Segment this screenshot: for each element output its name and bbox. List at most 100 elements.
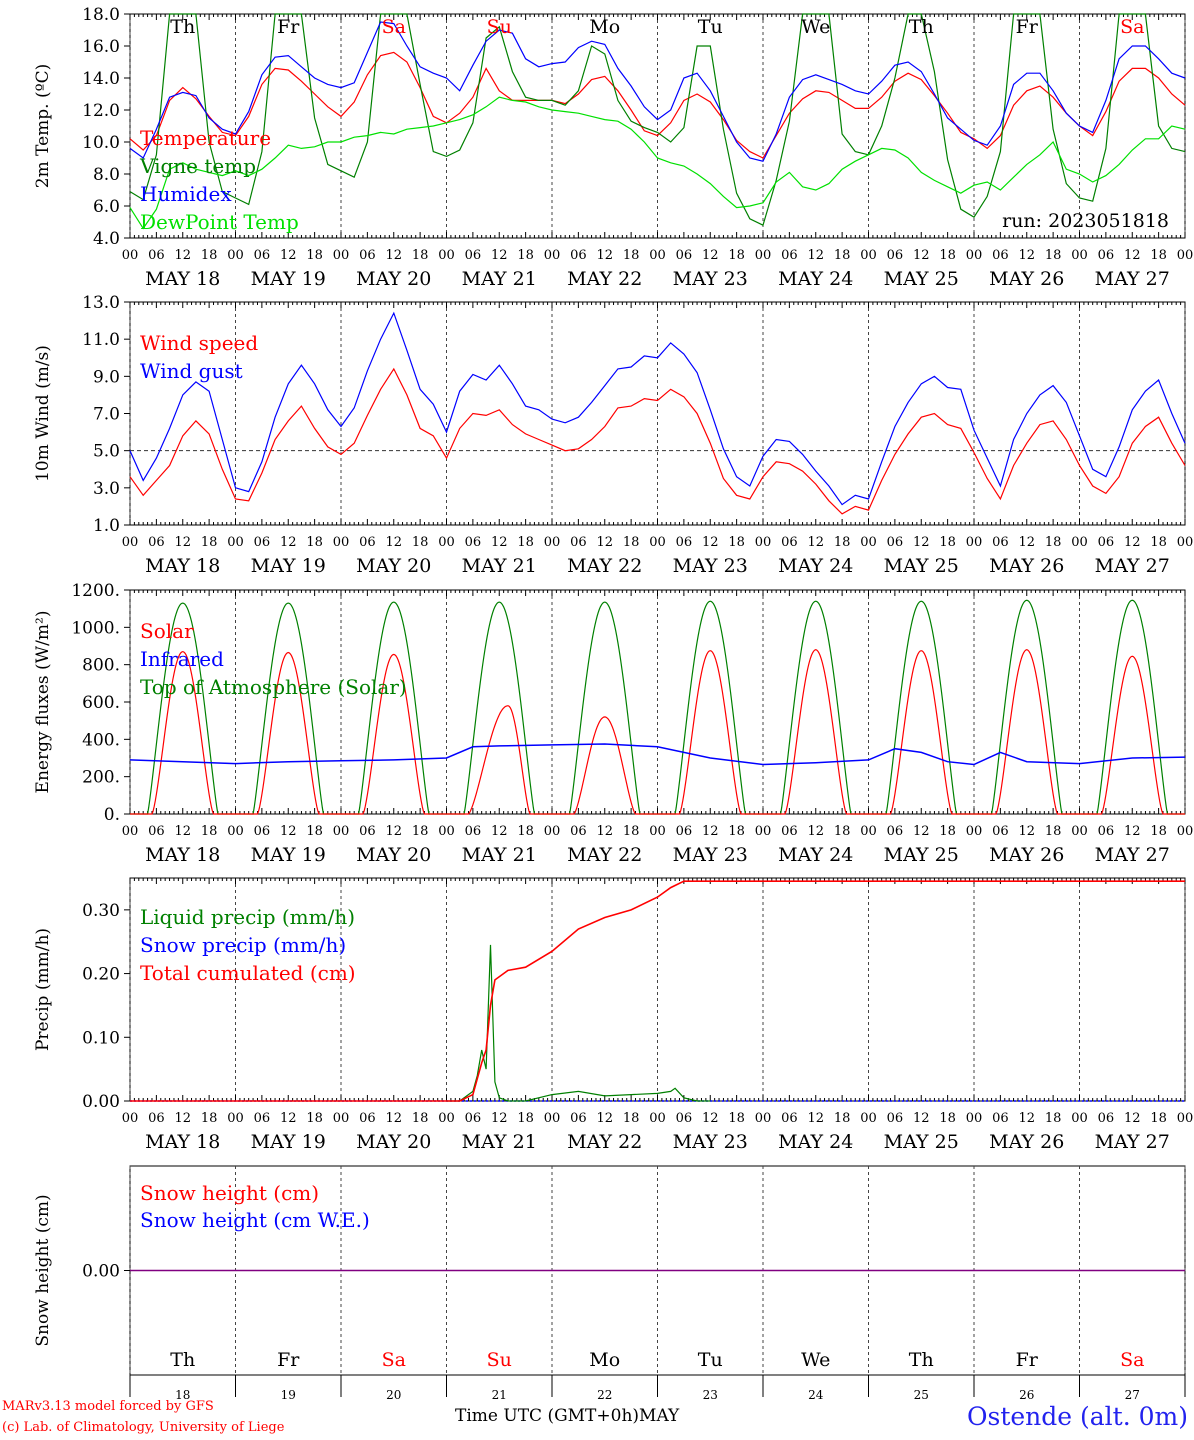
x-date-label: MAY 25 bbox=[884, 844, 959, 866]
x-hour-label: 06 bbox=[676, 1111, 693, 1126]
x-hour-label: 18 bbox=[1150, 1111, 1167, 1126]
x-hour-label: 18 bbox=[728, 248, 745, 263]
x-hour-label: 18 bbox=[1045, 248, 1062, 263]
x-hour-label: 00 bbox=[649, 535, 666, 550]
y-axis-label-4: Precip (mm/h) bbox=[33, 928, 53, 1051]
x-hour-label: 18 bbox=[728, 824, 745, 839]
y-axis-label-3: Energy fluxes (W/m²) bbox=[33, 611, 53, 794]
x-hour-label: 18 bbox=[412, 1111, 429, 1126]
x-hour-label: 12 bbox=[807, 824, 824, 839]
y-tick-label: 9.0 bbox=[93, 367, 120, 387]
x-hour-label: 00 bbox=[333, 535, 350, 550]
x-hour-label: 06 bbox=[254, 824, 271, 839]
x-date-label: MAY 21 bbox=[462, 844, 537, 866]
x-hour-label: 12 bbox=[913, 824, 930, 839]
x-hour-label: 00 bbox=[227, 824, 244, 839]
day-number: 24 bbox=[808, 1388, 824, 1402]
x-hour-label: 06 bbox=[992, 248, 1009, 263]
x-hour-label: 00 bbox=[333, 1111, 350, 1126]
day-number: 19 bbox=[281, 1388, 296, 1402]
x-date-label: MAY 25 bbox=[884, 555, 959, 577]
x-date-label: MAY 23 bbox=[673, 555, 748, 577]
day-name: Fr bbox=[1016, 1349, 1039, 1371]
x-hour-label: 06 bbox=[1098, 824, 1115, 839]
x-hour-label: 18 bbox=[517, 535, 534, 550]
x-hour-label: 12 bbox=[596, 248, 613, 263]
x-hour-label: 06 bbox=[148, 824, 165, 839]
x-hour-label: 12 bbox=[491, 1111, 508, 1126]
x-hour-label: 00 bbox=[860, 824, 877, 839]
x-hour-label: 12 bbox=[174, 1111, 191, 1126]
y-tick-label: 3.0 bbox=[93, 479, 120, 499]
x-hour-label: 18 bbox=[517, 248, 534, 263]
x-hour-label: 00 bbox=[122, 824, 139, 839]
x-hour-label: 18 bbox=[728, 535, 745, 550]
y-tick-label: 13.0 bbox=[82, 293, 120, 313]
x-date-label: MAY 24 bbox=[778, 844, 853, 866]
x-hour-label: 00 bbox=[438, 248, 455, 263]
series-total-cumulated bbox=[130, 880, 1185, 1102]
x-hour-label: 18 bbox=[728, 1111, 745, 1126]
x-date-label: MAY 19 bbox=[251, 268, 326, 290]
x-hour-label: 18 bbox=[939, 248, 956, 263]
x-hour-label: 12 bbox=[385, 1111, 402, 1126]
x-hour-label: 06 bbox=[465, 248, 482, 263]
model-credit: MARv3.13 model forced by GFS bbox=[2, 1399, 214, 1414]
x-hour-label: 00 bbox=[966, 248, 983, 263]
x-hour-label: 12 bbox=[174, 824, 191, 839]
x-date-label: MAY 20 bbox=[356, 555, 431, 577]
x-hour-label: 00 bbox=[860, 535, 877, 550]
y-tick-label: 800. bbox=[82, 656, 120, 676]
x-hour-label: 00 bbox=[649, 824, 666, 839]
y-axis-label-2: 10m Wind (m/s) bbox=[33, 345, 53, 482]
series-dewpoint-temp bbox=[129, 96, 1186, 230]
lab-credit: (c) Lab. of Climatology, University of L… bbox=[2, 1420, 285, 1435]
x-date-label: MAY 21 bbox=[462, 268, 537, 290]
x-hour-label: 12 bbox=[807, 1111, 824, 1126]
x-hour-label: 12 bbox=[702, 248, 719, 263]
x-date-label: MAY 24 bbox=[778, 555, 853, 577]
x-hour-label: 06 bbox=[148, 535, 165, 550]
x-hour-label: 18 bbox=[834, 824, 851, 839]
x-hour-label: 00 bbox=[544, 535, 561, 550]
x-hour-label: 00 bbox=[227, 535, 244, 550]
x-hour-label: 18 bbox=[201, 535, 218, 550]
x-axis-label: Time UTC (GMT+0h)MAY bbox=[455, 1406, 679, 1426]
x-hour-label: 06 bbox=[1098, 248, 1115, 263]
x-hour-label: 00 bbox=[755, 1111, 772, 1126]
x-hour-label: 00 bbox=[966, 824, 983, 839]
x-date-label: MAY 18 bbox=[145, 555, 220, 577]
x-hour-label: 06 bbox=[359, 535, 376, 550]
x-date-label: MAY 24 bbox=[778, 268, 853, 290]
day-name: Th bbox=[170, 16, 195, 38]
x-hour-label: 06 bbox=[465, 1111, 482, 1126]
x-hour-label: 06 bbox=[1098, 1111, 1115, 1126]
x-hour-label: 00 bbox=[333, 824, 350, 839]
y-tick-label: 16.0 bbox=[82, 37, 120, 57]
series-temperature bbox=[129, 51, 1186, 159]
x-date-label: MAY 19 bbox=[251, 844, 326, 866]
x-hour-label: 06 bbox=[1098, 535, 1115, 550]
legend-wind-gust: Wind gust bbox=[140, 359, 243, 383]
x-hour-label: 00 bbox=[966, 1111, 983, 1126]
day-name: Su bbox=[487, 1349, 512, 1371]
legend-snow-precip-mm-h: Snow precip (mm/h) bbox=[140, 933, 346, 957]
x-hour-label: 00 bbox=[544, 1111, 561, 1126]
x-hour-label: 12 bbox=[280, 535, 297, 550]
x-hour-label: 00 bbox=[122, 1111, 139, 1126]
x-hour-label: 12 bbox=[385, 248, 402, 263]
x-hour-label: 12 bbox=[174, 535, 191, 550]
x-hour-label: 12 bbox=[596, 535, 613, 550]
legend-liquid-precip-mm-h: Liquid precip (mm/h) bbox=[140, 905, 355, 929]
x-hour-label: 18 bbox=[412, 824, 429, 839]
legend-wind-speed: Wind speed bbox=[140, 331, 258, 355]
x-date-label: MAY 18 bbox=[145, 844, 220, 866]
x-hour-label: 12 bbox=[596, 1111, 613, 1126]
x-hour-label: 18 bbox=[412, 248, 429, 263]
y-tick-label: 14.0 bbox=[82, 69, 120, 89]
x-date-label: MAY 27 bbox=[1095, 1131, 1170, 1153]
x-hour-label: 00 bbox=[1071, 1111, 1088, 1126]
day-number: 25 bbox=[914, 1388, 929, 1402]
x-hour-label: 12 bbox=[385, 824, 402, 839]
legend-infrared: Infrared bbox=[140, 647, 224, 671]
